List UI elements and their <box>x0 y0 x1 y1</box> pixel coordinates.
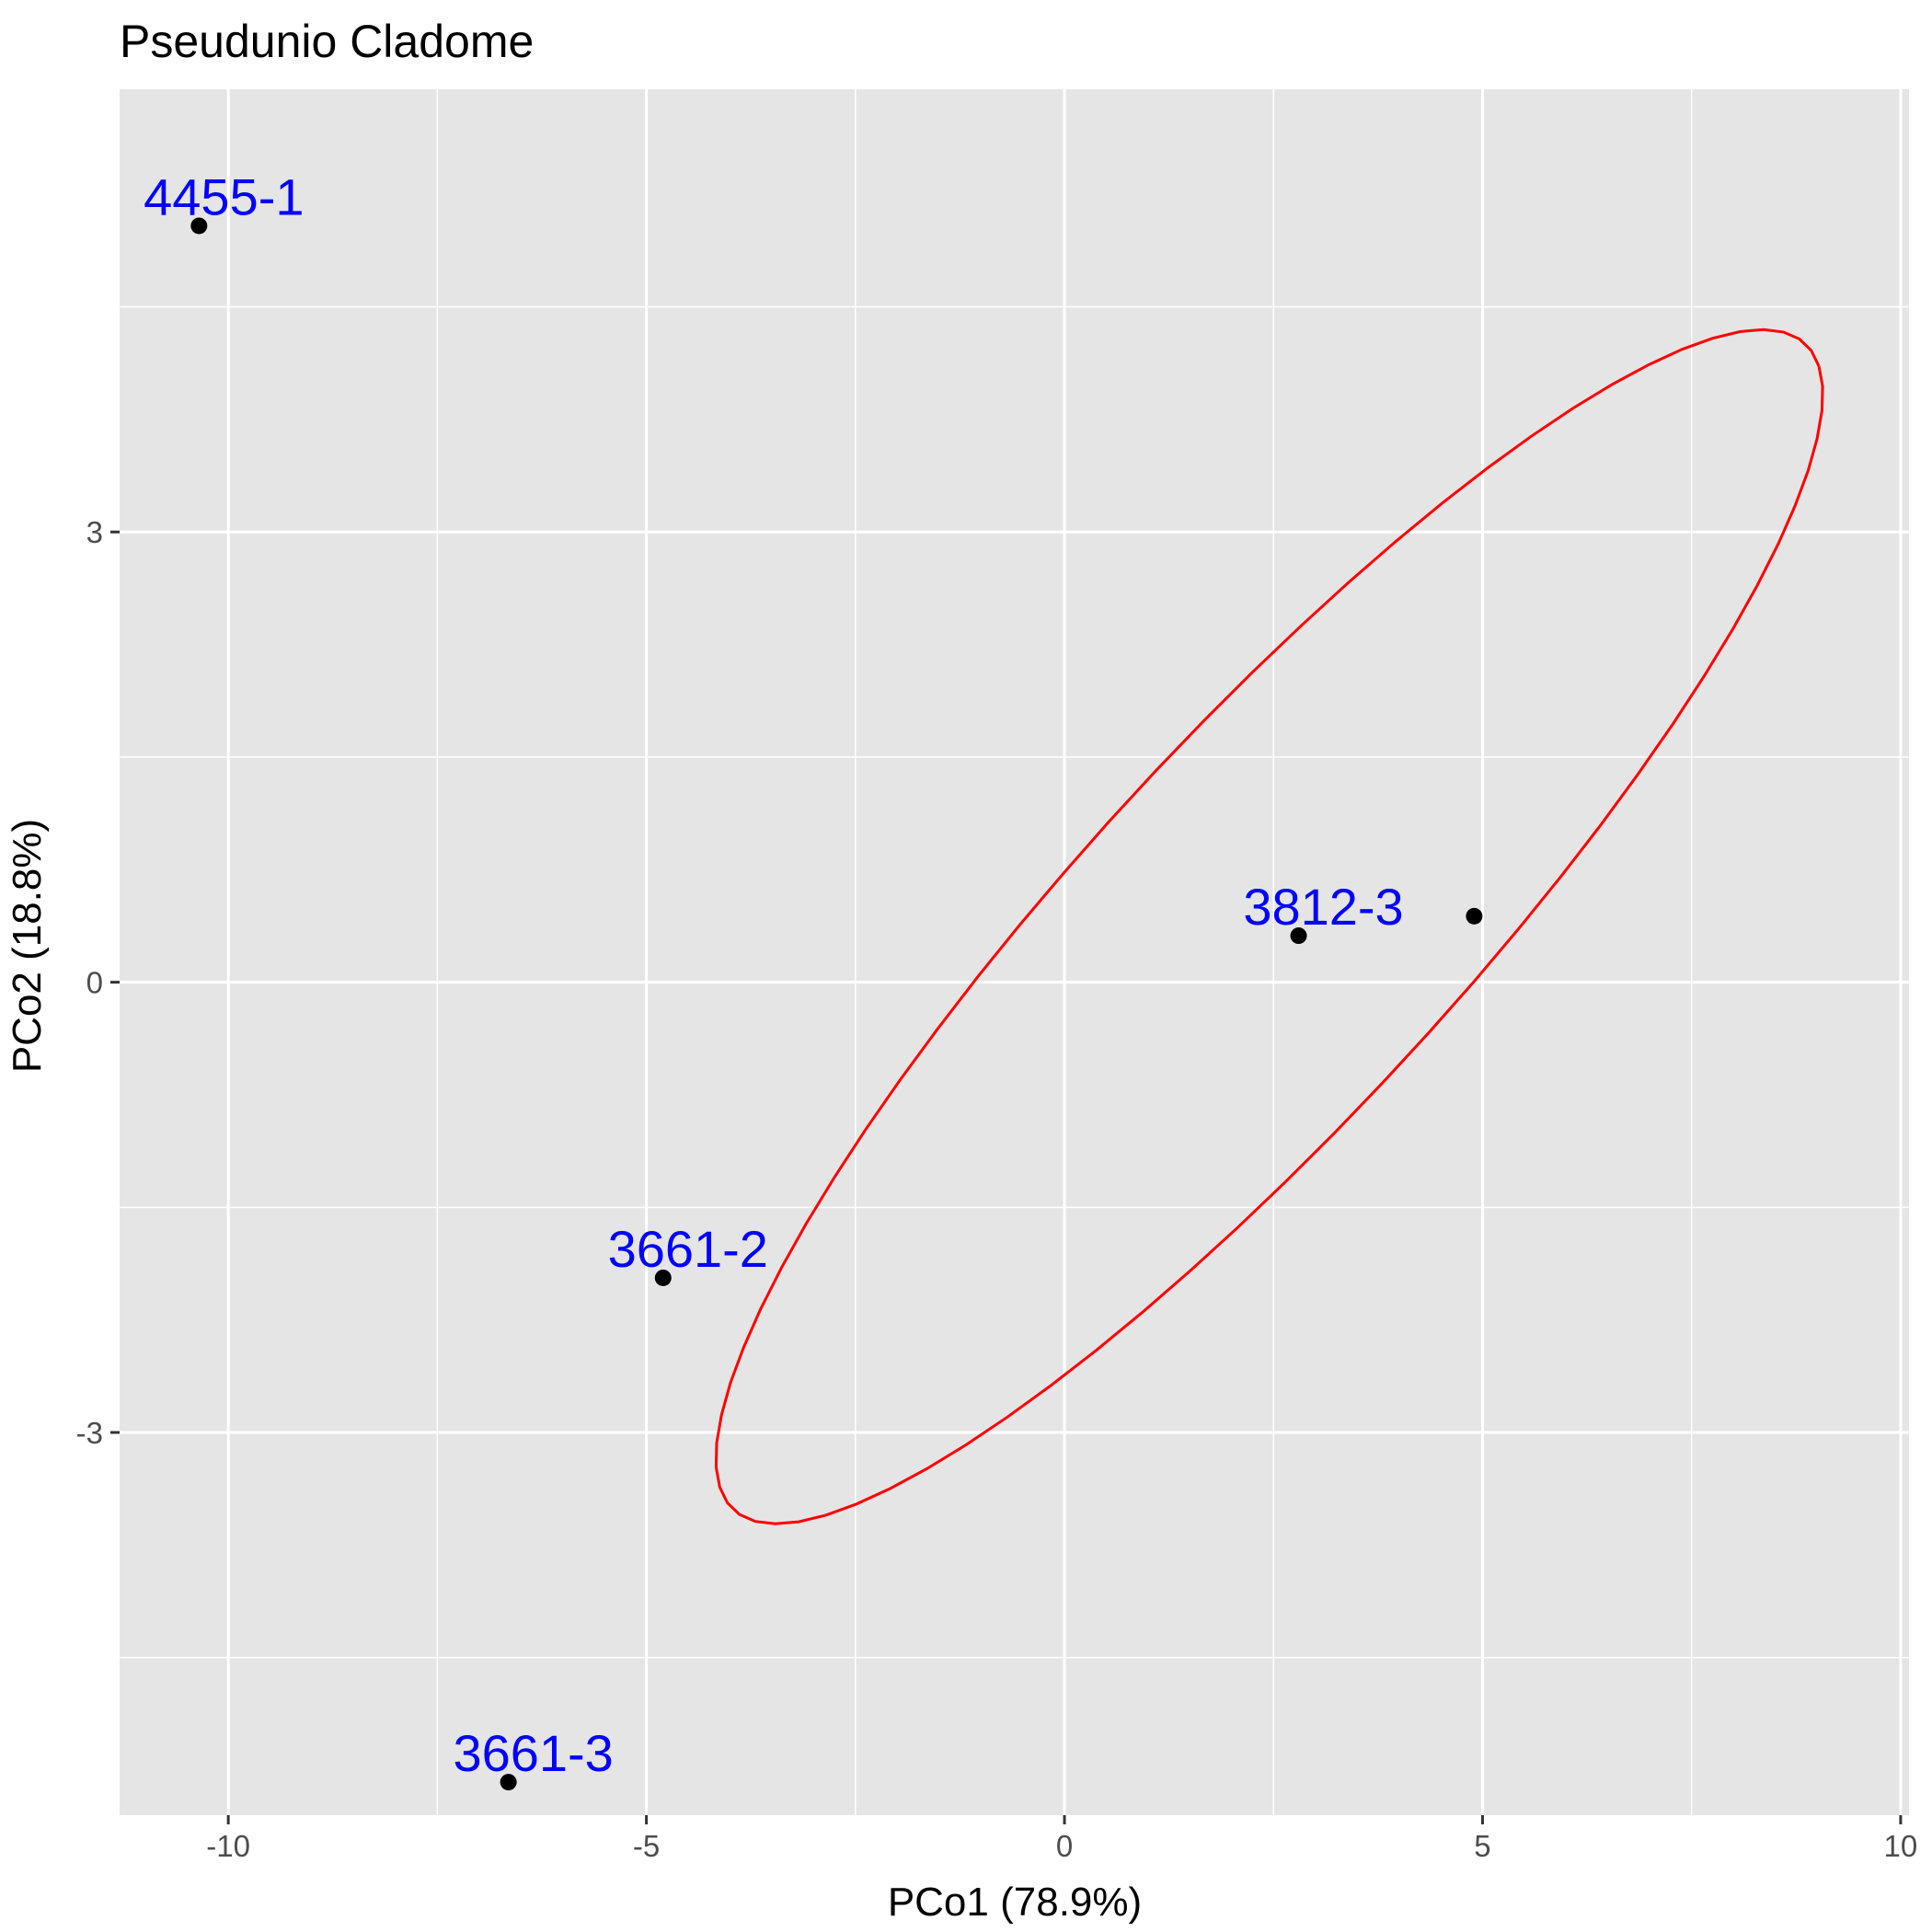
point-label: 4455-1 <box>144 167 304 225</box>
point-label: 3661-3 <box>453 1724 613 1782</box>
data-point <box>1466 907 1483 925</box>
ellipse-layer <box>714 328 1824 1525</box>
y-tick-label: -3 <box>76 1416 103 1450</box>
minor-grid <box>120 89 1909 1815</box>
x-axis: -10 -5 0 5 10 <box>206 1815 1917 1863</box>
y-axis-title: PCo2 (18.8%) <box>5 819 50 1073</box>
data-point <box>500 1774 517 1791</box>
x-tick-label: -5 <box>633 1829 660 1863</box>
point-label: 3812-3 <box>1243 878 1403 936</box>
x-axis-title: PCo1 (78.9%) <box>888 1880 1142 1925</box>
point-layer <box>190 217 1483 1791</box>
data-point <box>190 217 208 235</box>
chart-title: Pseudunio Cladome <box>120 16 534 67</box>
point-label: 3661-2 <box>608 1220 768 1278</box>
x-tick-label: 10 <box>1884 1829 1918 1863</box>
y-tick-label: 3 <box>86 515 103 549</box>
point-label-layer: 4455-1 3661-2 3661-3 3812-3 <box>144 167 1404 1782</box>
major-grid <box>120 89 1909 1815</box>
y-tick-label: 0 <box>86 966 103 1000</box>
y-axis: -3 0 3 <box>76 515 120 1450</box>
plot-panel <box>120 89 1909 1815</box>
confidence-ellipse <box>714 328 1824 1525</box>
x-tick-label: 5 <box>1474 1829 1490 1863</box>
data-point <box>1290 927 1307 945</box>
x-tick-label: -10 <box>206 1829 250 1863</box>
data-point <box>654 1269 672 1286</box>
x-tick-label: 0 <box>1056 1829 1073 1863</box>
